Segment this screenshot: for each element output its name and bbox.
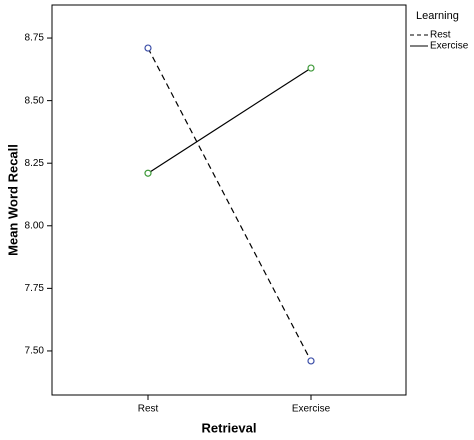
y-tick-label: 7.50 xyxy=(25,346,45,357)
legend-title: Learning xyxy=(416,10,459,22)
marker xyxy=(307,357,315,365)
marker xyxy=(144,169,152,177)
plot-frame xyxy=(51,4,407,396)
legend-label: Rest xyxy=(430,30,451,41)
y-tick-label: 7.75 xyxy=(25,283,45,294)
x-tick-label: Exercise xyxy=(292,404,331,415)
series-line xyxy=(147,47,312,362)
marker xyxy=(144,44,152,52)
x-axis-title: Retrieval xyxy=(202,420,257,435)
y-tick-label: 8.00 xyxy=(25,220,45,231)
y-axis-title: Mean Word Recall xyxy=(5,144,20,256)
x-tick-label: Rest xyxy=(138,404,159,415)
legend-label: Exercise xyxy=(430,41,469,52)
y-tick-label: 8.25 xyxy=(25,158,45,169)
series-line xyxy=(147,67,312,174)
y-tick-label: 8.50 xyxy=(25,95,45,106)
y-tick-label: 8.75 xyxy=(25,33,45,44)
marker xyxy=(307,64,315,72)
